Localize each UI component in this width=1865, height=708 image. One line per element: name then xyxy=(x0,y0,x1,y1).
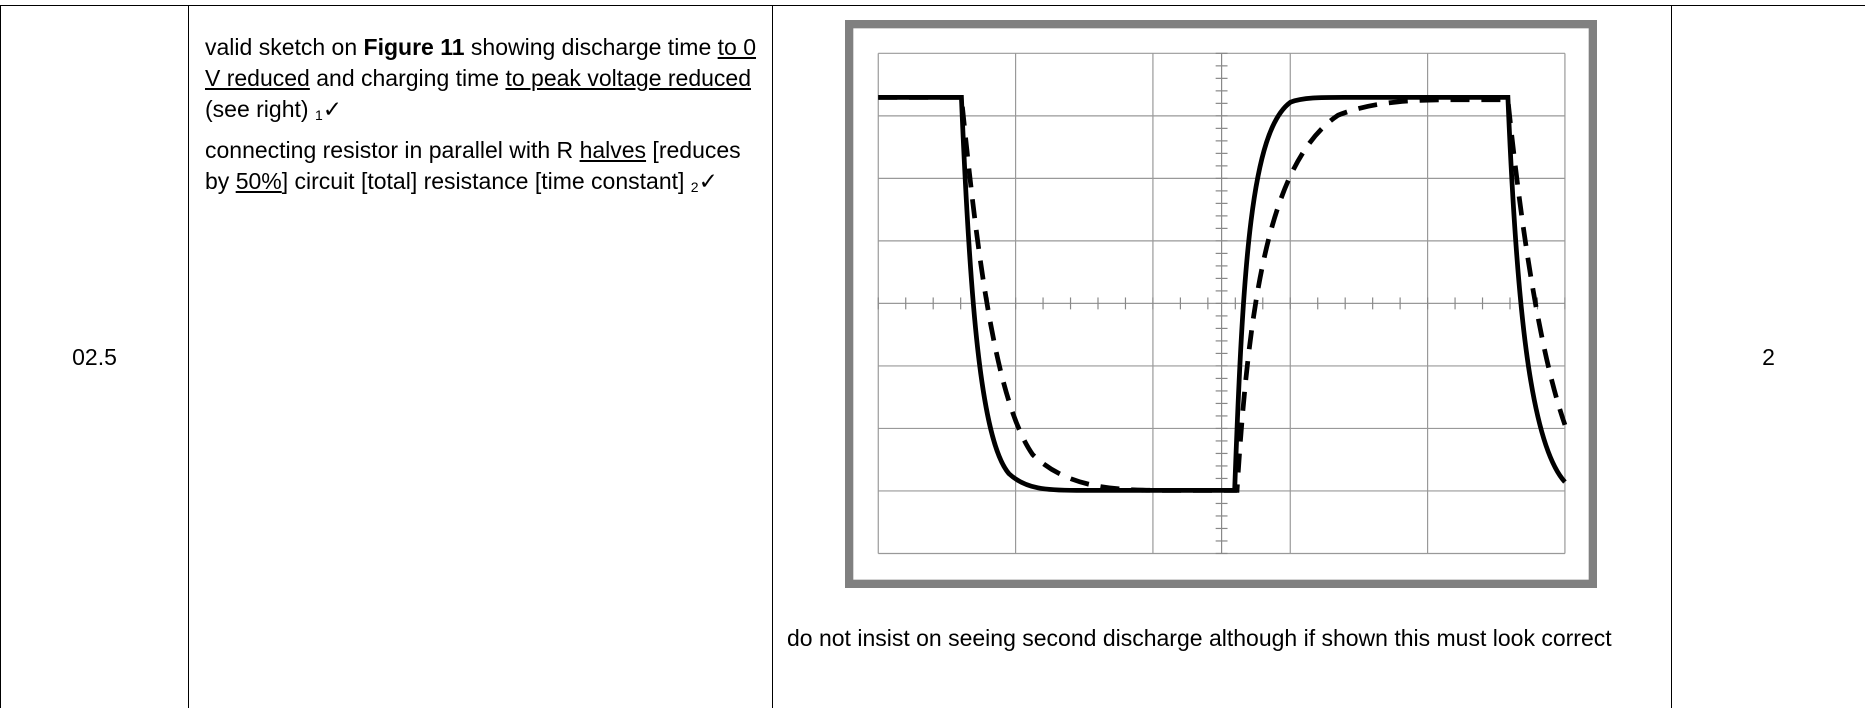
run-bold: Figure 11 xyxy=(363,34,465,60)
question-number: 02.5 xyxy=(72,343,117,370)
answer-cell: valid sketch on Figure 11 showing discha… xyxy=(188,5,772,708)
axes xyxy=(877,52,1566,555)
run: and charging time xyxy=(309,65,506,91)
run: showing discharge time xyxy=(464,34,718,60)
run: connecting resistor in parallel with R xyxy=(205,137,580,163)
mark-index: 2 xyxy=(690,179,699,195)
paragraph: valid sketch on Figure 11 showing discha… xyxy=(205,32,760,125)
run: valid sketch on xyxy=(205,34,364,60)
run-underline: to 0 V reduced xyxy=(205,34,757,91)
solid-trace xyxy=(878,95,1567,493)
run-underline: to peak voltage reduced xyxy=(505,65,751,91)
tick: ✓ xyxy=(322,96,343,122)
run: (see right) xyxy=(205,96,315,122)
marks: 2 xyxy=(1762,343,1775,370)
run: [reduces by xyxy=(205,137,741,194)
marks-cell: 2 xyxy=(1671,5,1865,708)
run-underline: halves xyxy=(579,137,647,163)
figure-cell: do not insist on seeing second discharge… xyxy=(772,5,1671,708)
dashed-trace xyxy=(878,95,1568,493)
run-underline: 50% xyxy=(235,168,282,194)
question-cell: 02.5 xyxy=(0,5,188,708)
run: ] circuit [total] resistance [time const… xyxy=(281,168,691,194)
tick: ✓ xyxy=(698,168,718,194)
paragraph: connecting resistor in parallel with R h… xyxy=(205,135,760,197)
figure-note: do not insist on seeing second discharge… xyxy=(787,625,1612,651)
oscilloscope-figure xyxy=(845,20,1597,588)
answer-text: valid sketch on Figure 11 showing discha… xyxy=(205,32,760,207)
mark-index: 1 xyxy=(314,107,323,123)
